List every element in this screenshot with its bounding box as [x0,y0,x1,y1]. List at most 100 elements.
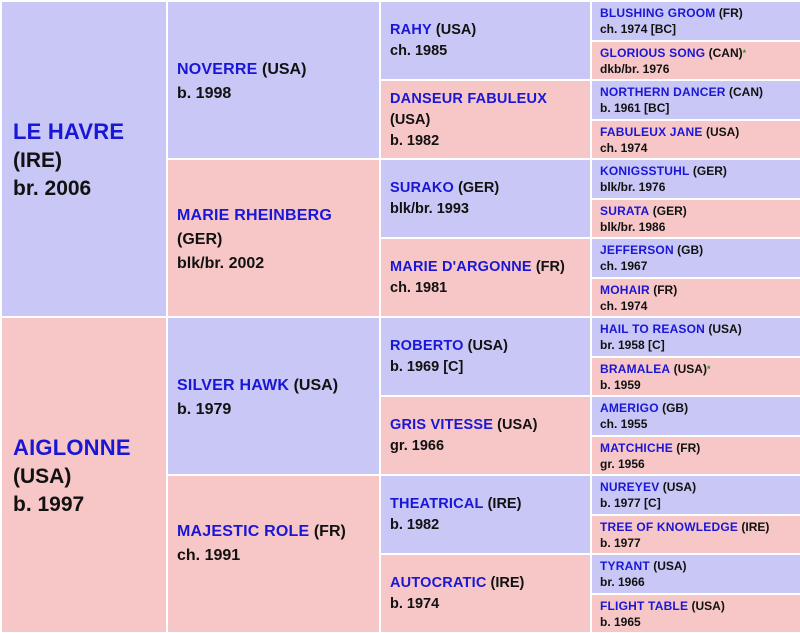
country-code: (FR) [653,282,678,297]
country-code: (IRE) [490,575,525,591]
birth-info: gr. 1966 [390,438,445,454]
pedigree-cell-gen3: SURAKO (GER) blk/br. 1993 [381,160,590,237]
pedigree-cell-gen4: HAIL TO REASON (USA) br. 1958 [C] [592,318,800,356]
pedigree-cell-gen3: MARIE D'ARGONNE (FR) ch. 1981 [381,239,590,316]
birth-info: b. 1982 [390,517,440,533]
birth-info: b. 1979 [177,401,232,418]
birth-info: b. 1969 [C] [390,359,464,375]
horse-name[interactable]: HAIL TO REASON [600,322,706,336]
country-code: (CAN) [708,45,743,60]
birth-info: br. 1966 [600,575,645,589]
horse-name[interactable]: FLIGHT TABLE [600,598,689,613]
pedigree-cell-gen4: BLUSHING GROOM (FR) ch. 1974 [BC] [592,2,800,40]
pedigree-cell-gen4: MATCHICHE (FR) gr. 1956 [592,436,800,474]
pedigree-cell-gen4: TREE OF KNOWLEDGE (IRE) b. 1977 [592,515,800,553]
horse-name[interactable]: GRIS VITESSE [390,417,494,433]
birth-info: br. 1958 [C] [600,338,665,352]
country-code: (USA) [691,598,725,613]
horse-name[interactable]: SURAKO [390,180,455,196]
pedigree-cell-gen4: NUREYEV (USA) b. 1977 [C] [592,476,800,514]
birth-info: blk/br. 1986 [600,219,666,234]
horse-name[interactable]: MARIE RHEINBERG [177,207,333,224]
horse-name[interactable]: AUTOCRATIC [390,575,487,591]
horse-name[interactable]: MOHAIR [600,282,650,297]
horse-name[interactable]: LE HAVRE [13,119,125,144]
country-code: (USA) [261,61,307,78]
horse-name[interactable]: RAHY [390,22,432,38]
pedigree-cell-gen4: FABULEUX JANE (USA) ch. 1974 [592,120,800,158]
horse-name[interactable]: FABULEUX JANE [600,124,703,139]
horse-name[interactable]: TYRANT [600,559,650,573]
birth-info: gr. 1956 [600,456,645,471]
horse-name[interactable]: ROBERTO [390,338,464,354]
country-code: (CAN) [729,85,764,99]
horse-name[interactable]: THEATRICAL [390,496,484,512]
horse-name[interactable]: SILVER HAWK [177,377,290,394]
birth-info: b. 1998 [177,85,232,102]
horse-name[interactable]: MARIE D'ARGONNE [390,259,532,275]
birth-info: br. 2006 [13,177,92,200]
pedigree-cell-gen4: MOHAIR (FR) ch. 1974 [592,278,800,316]
horse-name[interactable]: JEFFERSON [600,243,674,257]
star-marker: * [742,47,747,58]
country-code: (USA) [497,417,538,433]
horse-name[interactable]: KONIGSSTUHL [600,164,690,178]
birth-info: blk/br. 1976 [600,180,666,194]
pedigree-cell-gen4: BRAMALEA (USA)* b. 1959 [592,357,800,395]
pedigree-cell-gen4: TYRANT (USA) br. 1966 [592,555,800,593]
pedigree-cell-gen1: LE HAVRE (IRE) br. 2006 [2,2,166,316]
horse-name[interactable]: DANSEUR FABULEUX [390,91,548,107]
birth-info: blk/br. 1993 [390,201,469,217]
horse-name[interactable]: BLUSHING GROOM [600,6,716,20]
pedigree-cell-gen2: MAJESTIC ROLE (FR) ch. 1991 [168,476,379,632]
country-code: (GER) [652,203,687,218]
horse-name[interactable]: AMERIGO [600,401,659,415]
pedigree-cell-gen2: SILVER HAWK (USA) b. 1979 [168,318,379,474]
horse-name[interactable]: MATCHICHE [600,440,673,455]
country-code: (FR) [313,523,346,540]
horse-name[interactable]: SURATA [600,203,650,218]
country-code: (GB) [662,401,689,415]
country-code: (USA) [467,338,508,354]
horse-name[interactable]: MAJESTIC ROLE [177,523,310,540]
country-code: (USA) [390,112,431,128]
horse-name[interactable]: NOVERRE [177,61,258,78]
horse-name[interactable]: BRAMALEA [600,361,671,376]
horse-name[interactable]: NUREYEV [600,480,660,494]
horse-name[interactable]: TREE OF KNOWLEDGE [600,519,739,534]
country-code: (FR) [535,259,565,275]
birth-info: ch. 1974 [600,298,648,313]
country-code: (FR) [718,6,743,20]
birth-info: ch. 1974 [600,140,648,155]
birth-info: ch. 1981 [390,280,448,296]
horse-name[interactable]: AIGLONNE [13,435,131,460]
birth-info: ch. 1967 [600,259,648,273]
birth-info: b. 1982 [390,133,440,149]
birth-info: blk/br. 2002 [177,255,265,272]
country-code: (GER) [177,231,223,248]
pedigree-cell-gen4: GLORIOUS SONG (CAN)* dkb/br. 1976 [592,41,800,79]
country-code: (USA) [673,361,707,376]
horse-name[interactable]: GLORIOUS SONG [600,45,706,60]
birth-info: ch. 1955 [600,417,648,431]
pedigree-cell-gen1: AIGLONNE (USA) b. 1997 [2,318,166,632]
horse-name[interactable]: NORTHERN DANCER [600,85,726,99]
country-code: (IRE) [741,519,770,534]
country-code: (USA) [662,480,697,494]
pedigree-cell-gen3: RAHY (USA) ch. 1985 [381,2,590,79]
birth-info: b. 1965 [600,614,641,629]
pedigree-cell-gen4: AMERIGO (GB) ch. 1955 [592,397,800,435]
country-code: (GB) [677,243,704,257]
country-code: (USA) [435,22,477,38]
birth-info: ch. 1991 [177,547,241,564]
pedigree-cell-gen2: NOVERRE (USA) b. 1998 [168,2,379,158]
birth-info: b. 1961 [BC] [600,101,670,115]
country-code: (GER) [692,164,727,178]
pedigree-cell-gen4: NORTHERN DANCER (CAN) b. 1961 [BC] [592,81,800,119]
pedigree-cell-gen2: MARIE RHEINBERG (GER) blk/br. 2002 [168,160,379,316]
pedigree-cell-gen3: THEATRICAL (IRE) b. 1982 [381,476,590,553]
star-marker: * [706,363,711,374]
pedigree-cell-gen4: JEFFERSON (GB) ch. 1967 [592,239,800,277]
birth-info: dkb/br. 1976 [600,61,670,76]
country-code: (GER) [458,180,500,196]
